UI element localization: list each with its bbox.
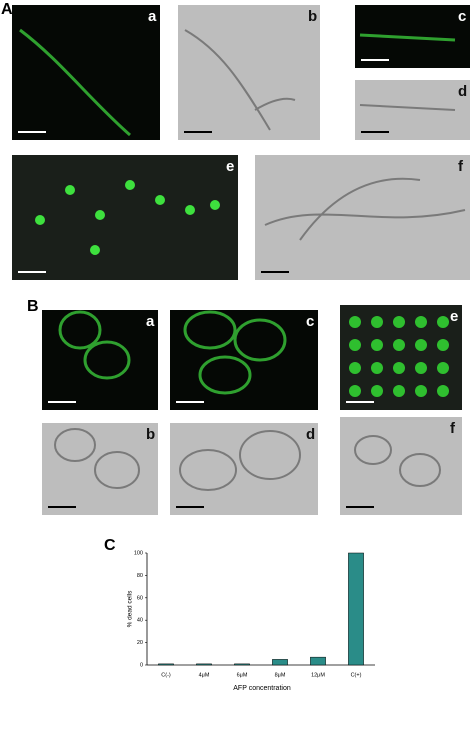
x-tick-label: C(+) xyxy=(351,672,362,678)
fluorescent-nucleus xyxy=(437,339,449,351)
panel-label: A xyxy=(1,1,13,18)
bar xyxy=(196,663,212,666)
fluorescent-nucleus xyxy=(349,339,361,351)
image-label: b xyxy=(308,8,317,25)
cell-outline xyxy=(19,28,131,137)
cell-outline xyxy=(264,177,466,241)
fluorescent-nucleus xyxy=(371,385,383,397)
fluorescent-nucleus xyxy=(349,362,361,374)
fluorescent-nucleus xyxy=(415,362,427,374)
x-tick-label: 8μM xyxy=(275,672,286,678)
fluorescent-spot xyxy=(210,200,220,210)
x-tick-label: 12μM xyxy=(311,672,325,678)
fluorescent-nucleus xyxy=(349,316,361,328)
image-label: f xyxy=(450,420,456,437)
fluorescent-spot xyxy=(125,180,135,190)
fluorescent-nucleus xyxy=(437,385,449,397)
image-label: b xyxy=(146,426,155,443)
cell-outline xyxy=(179,430,302,491)
fluorescent-spot xyxy=(90,245,100,255)
fluorescent-nucleus xyxy=(415,316,427,328)
y-tick-label: 60 xyxy=(137,595,143,601)
cell-outline xyxy=(359,33,456,42)
bar xyxy=(158,663,174,666)
fluorescent-nucleus xyxy=(393,385,405,397)
bar xyxy=(272,659,288,666)
fluorescent-nucleus xyxy=(371,339,383,351)
cell-outline xyxy=(58,310,131,380)
fluorescent-nucleus xyxy=(415,339,427,351)
fluorescent-spot xyxy=(95,210,105,220)
y-tick-label: 100 xyxy=(134,550,143,556)
fluorescent-nucleus xyxy=(371,316,383,328)
y-tick-label: 20 xyxy=(137,640,143,646)
bar xyxy=(234,663,250,666)
y-tick-label: 80 xyxy=(137,573,143,579)
image-label: e xyxy=(450,308,458,325)
image-label: f xyxy=(458,158,464,175)
image-label: d xyxy=(458,83,467,100)
fluorescent-nucleus xyxy=(371,362,383,374)
fluorescent-spot xyxy=(155,195,165,205)
x-axis-label: AFP concentration xyxy=(233,685,291,692)
image-label: d xyxy=(306,426,315,443)
fluorescent-nucleus xyxy=(415,385,427,397)
bar xyxy=(348,552,364,666)
micrograph xyxy=(178,5,320,140)
micrograph xyxy=(170,423,318,515)
image-label: a xyxy=(146,313,155,330)
y-tick-label: 40 xyxy=(137,618,143,624)
fluorescent-spot xyxy=(35,215,45,225)
micrograph xyxy=(12,5,160,140)
image-label: e xyxy=(226,158,234,175)
fluorescent-spot xyxy=(65,185,75,195)
x-tick-label: 4μM xyxy=(199,672,210,678)
image-label: c xyxy=(458,8,466,25)
cell-outline xyxy=(54,428,141,489)
panel-label: B xyxy=(27,298,39,315)
cell-outline xyxy=(359,104,456,111)
fluorescent-nucleus xyxy=(393,339,405,351)
y-tick-label: 0 xyxy=(140,662,143,668)
image-label: a xyxy=(148,8,157,25)
micrograph xyxy=(42,423,158,515)
y-axis-label: % dead cells xyxy=(127,590,134,628)
image-label: c xyxy=(306,313,314,330)
x-tick-label: C(-) xyxy=(161,672,171,678)
cell-outline xyxy=(183,310,287,395)
fluorescent-spot xyxy=(185,205,195,215)
fluorescent-nucleus xyxy=(393,362,405,374)
fluorescent-nucleus xyxy=(393,316,405,328)
micrograph xyxy=(170,310,318,410)
fluorescent-nucleus xyxy=(437,316,449,328)
fluorescent-nucleus xyxy=(437,362,449,374)
x-tick-label: 6μM xyxy=(237,672,248,678)
fluorescent-nucleus xyxy=(349,385,361,397)
cell-outline xyxy=(354,435,442,487)
micrograph xyxy=(12,155,238,280)
cell-outline xyxy=(184,29,296,131)
bar xyxy=(310,656,326,666)
panel-label: C xyxy=(104,537,116,554)
